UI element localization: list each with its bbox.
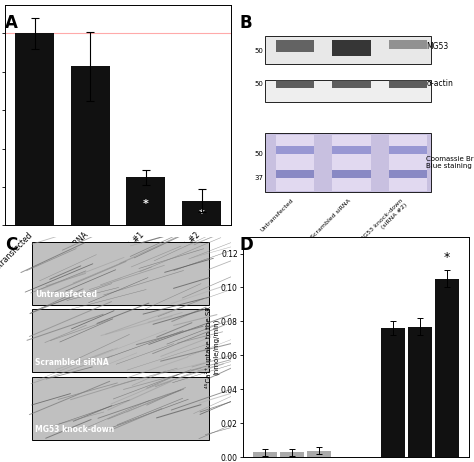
Text: *: * <box>444 251 450 264</box>
Bar <box>32 242 209 305</box>
Text: Scrambled siRNA: Scrambled siRNA <box>310 198 351 239</box>
Bar <box>253 452 277 457</box>
Text: α-actin: α-actin <box>426 79 453 88</box>
Bar <box>389 80 428 88</box>
Text: Scrambled siRNA: Scrambled siRNA <box>36 358 109 367</box>
Bar <box>435 279 459 457</box>
Bar <box>332 135 371 190</box>
Text: 50: 50 <box>254 48 263 54</box>
Bar <box>389 170 428 177</box>
Text: Untransfected: Untransfected <box>36 291 97 299</box>
Bar <box>182 201 221 225</box>
Text: 50: 50 <box>254 151 263 157</box>
Bar <box>275 146 314 154</box>
Bar <box>32 377 209 440</box>
Bar <box>275 80 314 88</box>
Bar <box>381 328 405 457</box>
Bar <box>332 40 371 56</box>
Bar <box>307 450 331 457</box>
Text: C: C <box>5 236 17 254</box>
Text: *: * <box>143 199 149 209</box>
Text: A: A <box>5 14 18 32</box>
Text: 50: 50 <box>254 81 263 87</box>
Bar <box>71 66 109 225</box>
Bar <box>265 36 431 63</box>
Bar <box>265 80 431 102</box>
Bar <box>332 80 371 88</box>
Bar <box>127 177 165 225</box>
Bar <box>389 146 428 154</box>
Text: *: * <box>199 209 204 219</box>
Bar <box>15 33 54 225</box>
Text: MG53 knock-down: MG53 knock-down <box>36 425 115 434</box>
Bar <box>332 170 371 177</box>
Bar <box>408 327 432 457</box>
Text: MG53 knock-down
(siRNA #2): MG53 knock-down (siRNA #2) <box>359 198 408 247</box>
Text: MG53: MG53 <box>426 43 448 51</box>
Bar <box>389 135 428 190</box>
Bar <box>275 40 314 53</box>
Bar <box>275 170 314 177</box>
Text: Untransfected: Untransfected <box>260 198 295 233</box>
Text: 37: 37 <box>254 175 263 181</box>
Text: D: D <box>239 236 253 254</box>
Y-axis label: ⁴⁵Ca²⁺-uptake to the SR
(nmole/mg/min): ⁴⁵Ca²⁺-uptake to the SR (nmole/mg/min) <box>205 306 219 388</box>
Bar <box>280 452 304 457</box>
Text: B: B <box>239 14 252 32</box>
Bar <box>332 146 371 154</box>
Bar <box>265 134 431 192</box>
Bar <box>389 40 428 49</box>
Bar <box>275 135 314 190</box>
Text: Coomassie Brillient
Blue staining: Coomassie Brillient Blue staining <box>426 157 474 170</box>
Bar <box>32 310 209 372</box>
